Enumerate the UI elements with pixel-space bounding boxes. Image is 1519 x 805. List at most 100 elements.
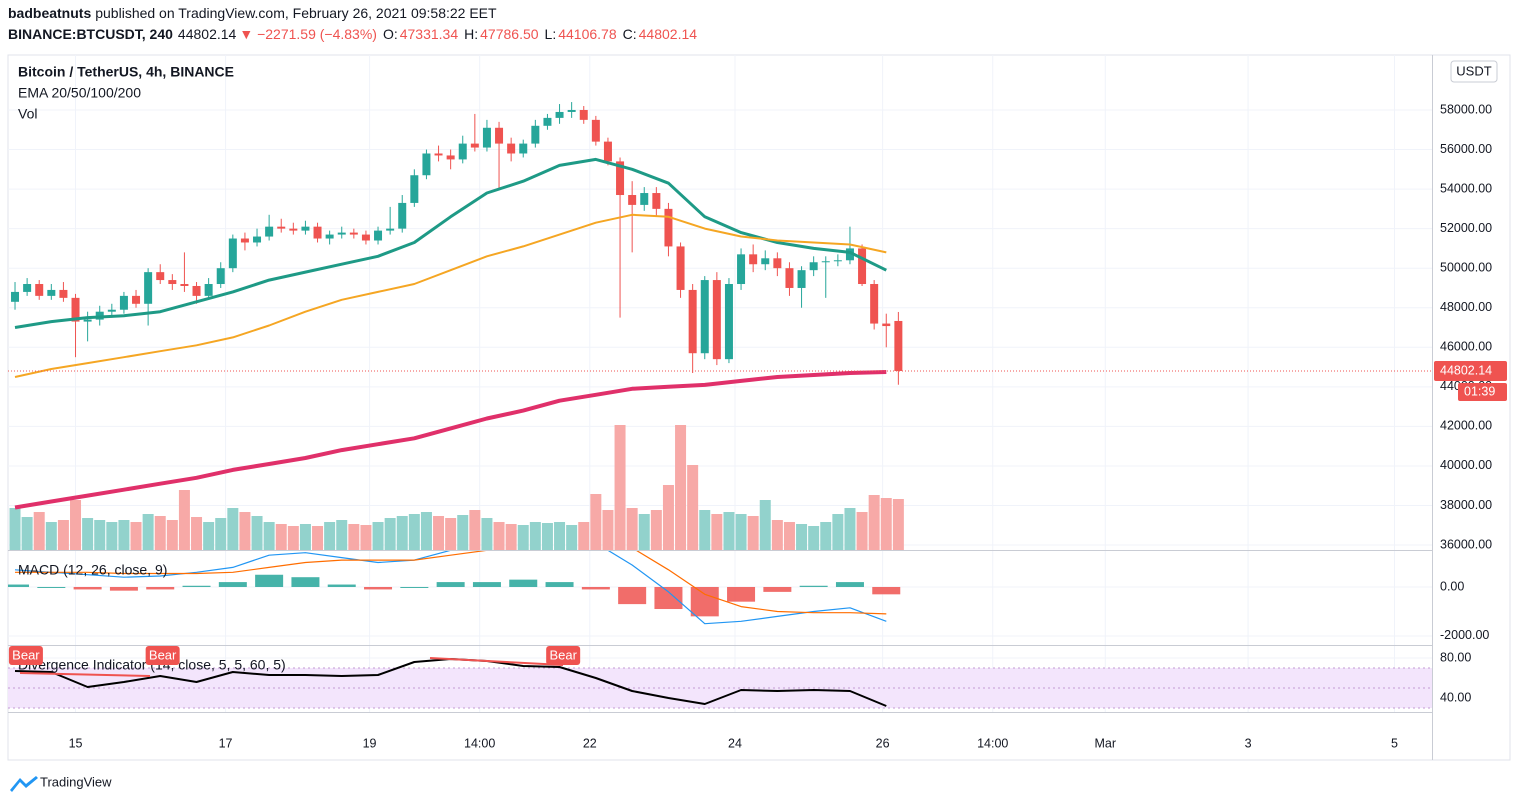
volume-bar: [747, 516, 759, 550]
candle-body: [422, 153, 431, 176]
candle-body: [603, 141, 612, 162]
y-tick-label: 46000.00: [1440, 340, 1492, 354]
volume-bar: [529, 522, 541, 550]
volume-bar: [251, 516, 263, 550]
volume-bar: [408, 514, 420, 550]
x-tick-label: 15: [69, 736, 83, 750]
volume-bar: [602, 510, 614, 550]
y-tick-label: 80.00: [1440, 650, 1471, 664]
macd-histogram-bar: [835, 582, 864, 587]
change: ▼ −2271.59 (−4.83%): [239, 26, 377, 42]
volume-bar: [203, 522, 215, 550]
candle-body: [156, 272, 165, 281]
last-price-label: 44802.14: [1440, 363, 1492, 377]
volume-bar: [178, 490, 190, 550]
volume-bar: [832, 514, 844, 550]
volume-bar: [384, 518, 396, 550]
volume-bar: [820, 522, 832, 550]
publish-line: badbeatnuts published on TradingView.com,…: [8, 5, 497, 21]
volume-bar: [880, 498, 892, 550]
bear-label-box: [8, 646, 43, 665]
ohlc-value: 47786.50: [480, 26, 539, 42]
volume-bar: [796, 524, 808, 550]
ohlc-label: L:: [545, 26, 557, 42]
volume-bar: [372, 522, 384, 550]
volume-bar: [687, 465, 699, 550]
candle-body: [676, 246, 685, 290]
volume-bar: [759, 500, 771, 550]
candle-body: [47, 289, 56, 296]
candle-body: [882, 323, 891, 327]
volume-bar: [433, 516, 445, 550]
volume-bar: [215, 518, 227, 550]
series-line: [14, 213, 887, 378]
candle-body: [374, 230, 383, 241]
ohlc-value: 47331.34: [400, 26, 459, 42]
x-tick-label: 26: [876, 736, 890, 750]
y-tick-label: 58000.00: [1440, 102, 1492, 116]
brand-logo: [10, 776, 38, 792]
candle-body: [833, 260, 842, 262]
y-tick-label: 54000.00: [1440, 181, 1492, 195]
candle-body: [700, 280, 709, 354]
candle-body: [858, 248, 867, 285]
chart-frame: [7, 54, 1511, 761]
candle-body: [688, 289, 697, 354]
volume-bar: [21, 517, 33, 550]
volume-bar: [57, 520, 69, 550]
candle-body: [107, 309, 116, 312]
macd-histogram-bar: [37, 586, 66, 588]
candle-body: [398, 202, 407, 229]
volume-bar: [45, 522, 57, 550]
volume-bar: [324, 522, 336, 550]
volume-bar: [868, 495, 880, 550]
macd-histogram-bar: [872, 586, 901, 595]
volume-bar: [541, 523, 553, 550]
volume-bar: [239, 512, 251, 550]
x-tick-label: 17: [219, 736, 233, 750]
candle-body: [482, 127, 491, 148]
volume-bar: [312, 526, 324, 550]
x-tick-label: 19: [363, 736, 377, 750]
candle-body: [579, 109, 588, 120]
candle-body: [446, 155, 455, 160]
candle-body: [180, 284, 189, 286]
candle-body: [809, 262, 818, 271]
currency-button[interactable]: [1450, 60, 1498, 83]
volume-bar: [118, 520, 130, 550]
y-tick-label: 0.00: [1440, 579, 1464, 593]
series-line: [14, 157, 887, 329]
y-tick-label: 56000.00: [1440, 142, 1492, 156]
candle-body: [555, 111, 564, 118]
candle-body: [894, 320, 903, 371]
candle-body: [228, 238, 237, 269]
symbol: BINANCE:BTCUSDT, 240: [8, 26, 173, 42]
candle-body: [144, 272, 153, 304]
candle-body: [470, 143, 479, 148]
symbol-line: BINANCE:BTCUSDT, 240 44802.14 ▼ −2271.59 (…: [8, 26, 697, 42]
y-tick-label: 50000.00: [1440, 260, 1492, 274]
volume-bar: [142, 514, 154, 550]
candle-body: [567, 109, 576, 112]
candle-body: [531, 125, 540, 144]
volume-bar: [9, 508, 21, 550]
candle-body: [59, 289, 68, 298]
last-price-box: [1434, 360, 1507, 381]
currency-label[interactable]: USDT: [1456, 63, 1491, 78]
volume-bar: [469, 510, 481, 550]
volume-bar: [711, 514, 723, 550]
candle-body: [628, 195, 637, 205]
volume-bar: [771, 520, 783, 550]
candle-body: [761, 258, 770, 265]
volume-bar: [735, 514, 747, 550]
volume-bar: [299, 524, 311, 550]
volume-bar: [578, 522, 590, 550]
volume-bar: [106, 522, 118, 550]
candle-body: [616, 161, 625, 196]
y-tick-label: 52000.00: [1440, 221, 1492, 235]
volume-bar: [844, 508, 856, 550]
macd-histogram-bar: [400, 586, 429, 588]
candle-body: [35, 284, 44, 296]
volume-bar: [699, 510, 711, 550]
